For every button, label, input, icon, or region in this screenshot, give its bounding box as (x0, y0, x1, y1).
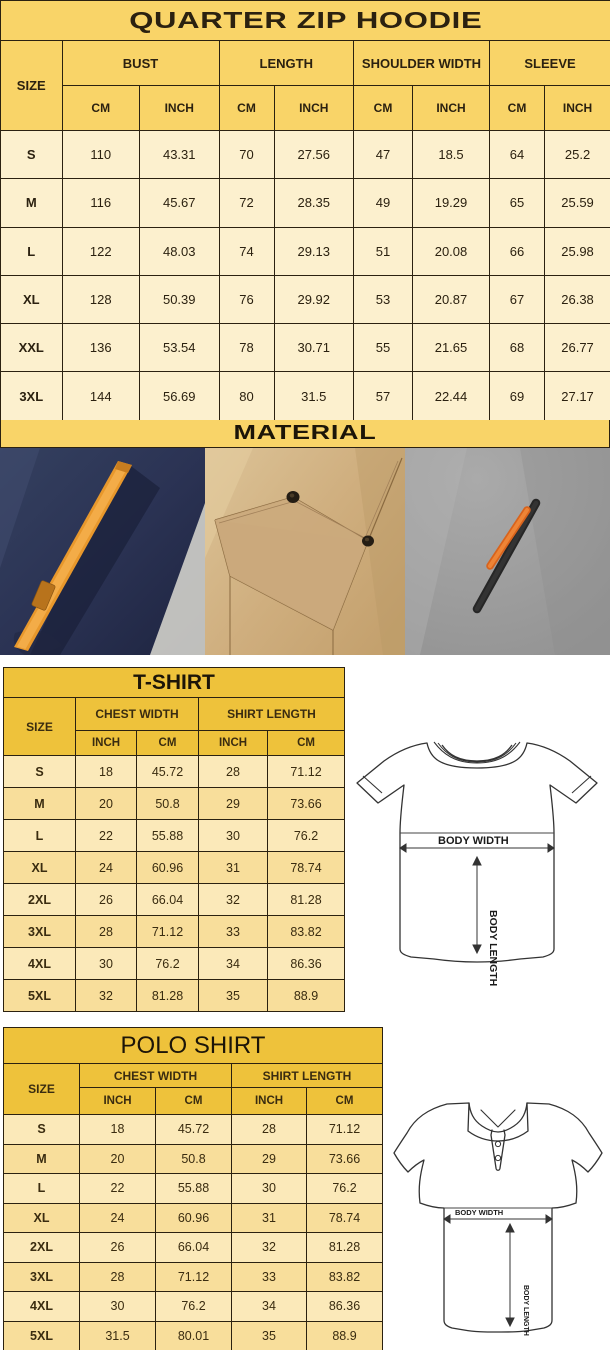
svg-text:BODY WIDTH: BODY WIDTH (455, 1208, 503, 1217)
svg-text:BODY LENGTH: BODY LENGTH (487, 910, 499, 986)
svg-text:BODY WIDTH: BODY WIDTH (438, 835, 509, 847)
svg-text:BODY LENGTH: BODY LENGTH (522, 1285, 529, 1336)
